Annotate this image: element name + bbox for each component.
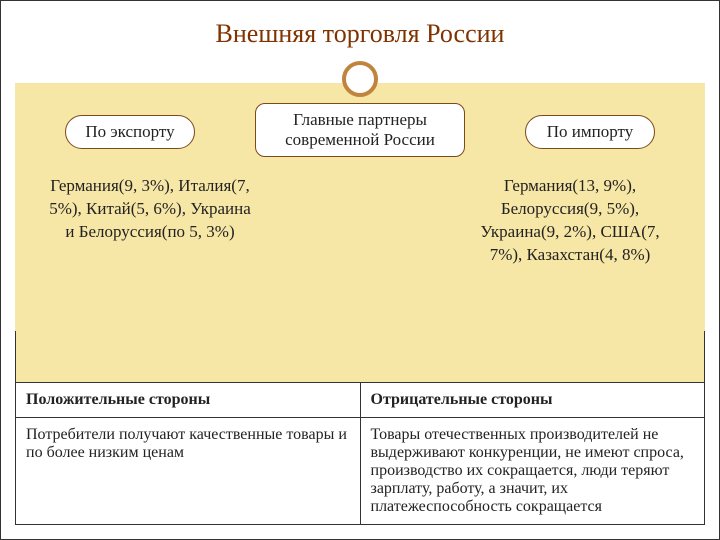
header-negative: Отрицательные стороны <box>360 383 705 418</box>
import-data-block: Германия(13, 9%), Белоруссия(9, 5%), Укр… <box>465 175 675 267</box>
badge-import: По импорту <box>525 115 655 149</box>
slide-title: Внешняя торговля России <box>1 1 719 49</box>
export-data-block: Германия(9, 3%), Италия(7, 5%), Китай(5,… <box>45 175 255 244</box>
pros-cons-table: Положительные стороны Отрицательные стор… <box>15 382 705 525</box>
cell-positive: Потребители получают качественные товары… <box>16 418 361 525</box>
badge-export: По экспорту <box>65 115 195 149</box>
badge-center: Главные партнеры современной России <box>255 103 465 157</box>
table-data-row: Потребители получают качественные товары… <box>16 418 705 525</box>
circle-icon <box>342 61 378 97</box>
slide-frame: Внешняя торговля России По экспорту Глав… <box>0 0 720 540</box>
upper-region: По экспорту Главные партнеры современной… <box>15 83 705 331</box>
table-header-row: Положительные стороны Отрицательные стор… <box>16 383 705 418</box>
cell-negative: Товары отечественных производителей не в… <box>360 418 705 525</box>
header-positive: Положительные стороны <box>16 383 361 418</box>
